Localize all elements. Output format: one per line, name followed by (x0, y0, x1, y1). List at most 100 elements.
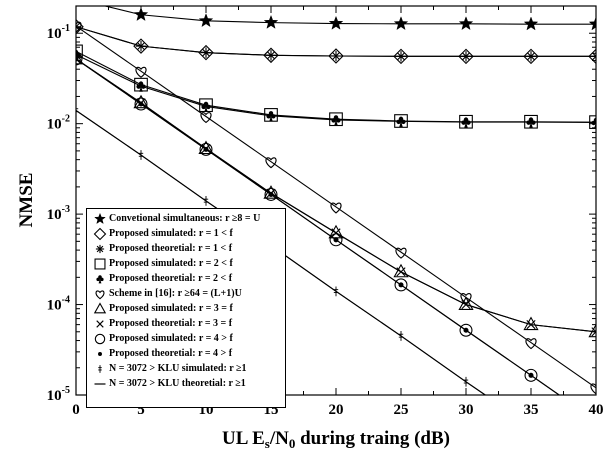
data-point (264, 187, 278, 201)
legend-label: N = 3072 > KLU simulated: r ≥1 (109, 363, 247, 374)
data-point (393, 263, 409, 278)
legend-label: Proposed theoretial: r = 4 > f (109, 348, 233, 359)
data-point (460, 292, 472, 305)
legend-marker-club-icon (91, 272, 109, 286)
data-point (526, 320, 536, 330)
legend-marker-diamond-icon (91, 227, 109, 241)
data-point (523, 16, 539, 31)
legend-marker-asterisk-icon (91, 242, 109, 256)
series-6 (76, 21, 596, 395)
y-tick-label: 10-2 (47, 114, 70, 133)
data-point (461, 299, 471, 310)
data-point (138, 101, 144, 107)
legend-entry: Proposed simulated: r = 4 > f (91, 331, 285, 346)
data-point (133, 38, 149, 54)
data-point (263, 47, 279, 64)
data-point (330, 202, 342, 214)
data-point (198, 44, 214, 61)
data-point (136, 81, 146, 92)
series-3 (76, 21, 596, 62)
data-point (396, 116, 406, 127)
legend-entry: Convetional simultaneous: r ≥8 = U (91, 211, 285, 226)
x-tick-label: 20 (329, 402, 344, 418)
data-point (328, 48, 344, 64)
legend-marker-circle-icon (91, 332, 109, 346)
data-point (266, 111, 276, 122)
legend-label: Proposed theoretial: r = 2 < f (109, 273, 233, 284)
series-line (76, 109, 487, 395)
data-point (394, 278, 408, 292)
data-point (458, 48, 474, 65)
data-point (590, 383, 596, 395)
data-point (200, 112, 212, 124)
data-point (588, 16, 596, 31)
legend-entry: Proposed simulated: r = 1 < f (91, 226, 285, 241)
legend-label: Proposed simulated: r = 2 < f (109, 258, 233, 269)
legend-marker-heart-icon (91, 287, 109, 301)
data-point (395, 51, 407, 62)
legend-label: Scheme in [16]: r ≥64 = (L+1)U (109, 288, 242, 299)
legend-entry: Proposed theoretial: r = 1 < f (91, 241, 285, 256)
y-tick-label: 10-5 (47, 385, 70, 404)
data-point (135, 40, 147, 52)
legend-marker-dot-icon (91, 347, 109, 361)
data-point (461, 117, 471, 128)
data-point (328, 15, 344, 30)
y-axis-label: NMSE (16, 173, 37, 228)
legend-entry: Proposed simulated: r = 2 < f (91, 256, 285, 271)
data-point (201, 101, 211, 113)
data-point (203, 146, 209, 152)
series-12 (76, 109, 487, 395)
x-tick-label: 25 (394, 402, 409, 418)
legend-label: Proposed theoretial: r = 3 = f (109, 318, 233, 329)
legend-label: Convetional simultaneous: r ≥8 = U (109, 213, 261, 224)
data-point (198, 13, 214, 28)
data-point (200, 47, 212, 58)
legend-entry: Proposed theoretial: r = 4 > f (91, 346, 285, 361)
legend-label: Proposed simulated: r = 3 = f (109, 303, 233, 314)
x-tick-label: 5 (137, 402, 145, 418)
data-point (460, 51, 472, 62)
x-axis-label: UL Es/N0 during traing (dB) (222, 428, 450, 451)
legend-entry: Proposed theoretial: r = 3 = f (91, 316, 285, 331)
legend-label: N = 3072 > KLU theoretial: r ≥1 (109, 378, 246, 389)
legend-entry: Proposed theoretial: r = 2 < f (91, 271, 285, 286)
data-point (331, 115, 341, 126)
data-point (588, 323, 596, 338)
data-point (330, 50, 342, 62)
legend-marker-square-icon (91, 257, 109, 271)
legend: Convetional simultaneous: r ≥8 = U Propos… (86, 208, 286, 408)
data-point (396, 267, 406, 277)
data-point (268, 191, 274, 197)
data-point (265, 50, 277, 61)
legend-marker-star-icon (91, 212, 109, 226)
series-layer (76, 6, 596, 395)
legend-marker-cross-icon (91, 317, 109, 331)
data-point (458, 16, 474, 31)
x-tick-label: 40 (589, 402, 604, 418)
data-point (135, 66, 147, 78)
legend-entry: Scheme in [16]: r ≥64 = (L+1)U (91, 286, 285, 301)
legend-marker-line-icon (91, 377, 109, 391)
data-point (76, 50, 84, 65)
data-point (393, 16, 409, 31)
data-point (76, 21, 82, 33)
data-point (331, 228, 341, 238)
data-point (525, 338, 537, 350)
x-tick-label: 35 (524, 402, 539, 418)
legend-entry: N = 3072 > KLU theoretial: r ≥1 (91, 376, 285, 391)
data-point (76, 54, 81, 64)
x-tick-label: 30 (459, 402, 474, 418)
series-1 (102, 6, 596, 31)
series-5 (76, 49, 596, 129)
legend-entry: Proposed simulated: r = 3 = f (91, 301, 285, 316)
legend-marker-dagger-icon (91, 362, 109, 376)
data-point (76, 44, 83, 59)
data-point (524, 368, 538, 382)
legend-entry: N = 3072 > KLU simulated: r ≥1 (91, 361, 285, 376)
legend-marker-triangle-icon (91, 301, 109, 316)
data-point (265, 157, 277, 169)
y-tick-label: 10-3 (47, 204, 70, 223)
data-point (133, 7, 149, 22)
data-point (393, 48, 409, 65)
